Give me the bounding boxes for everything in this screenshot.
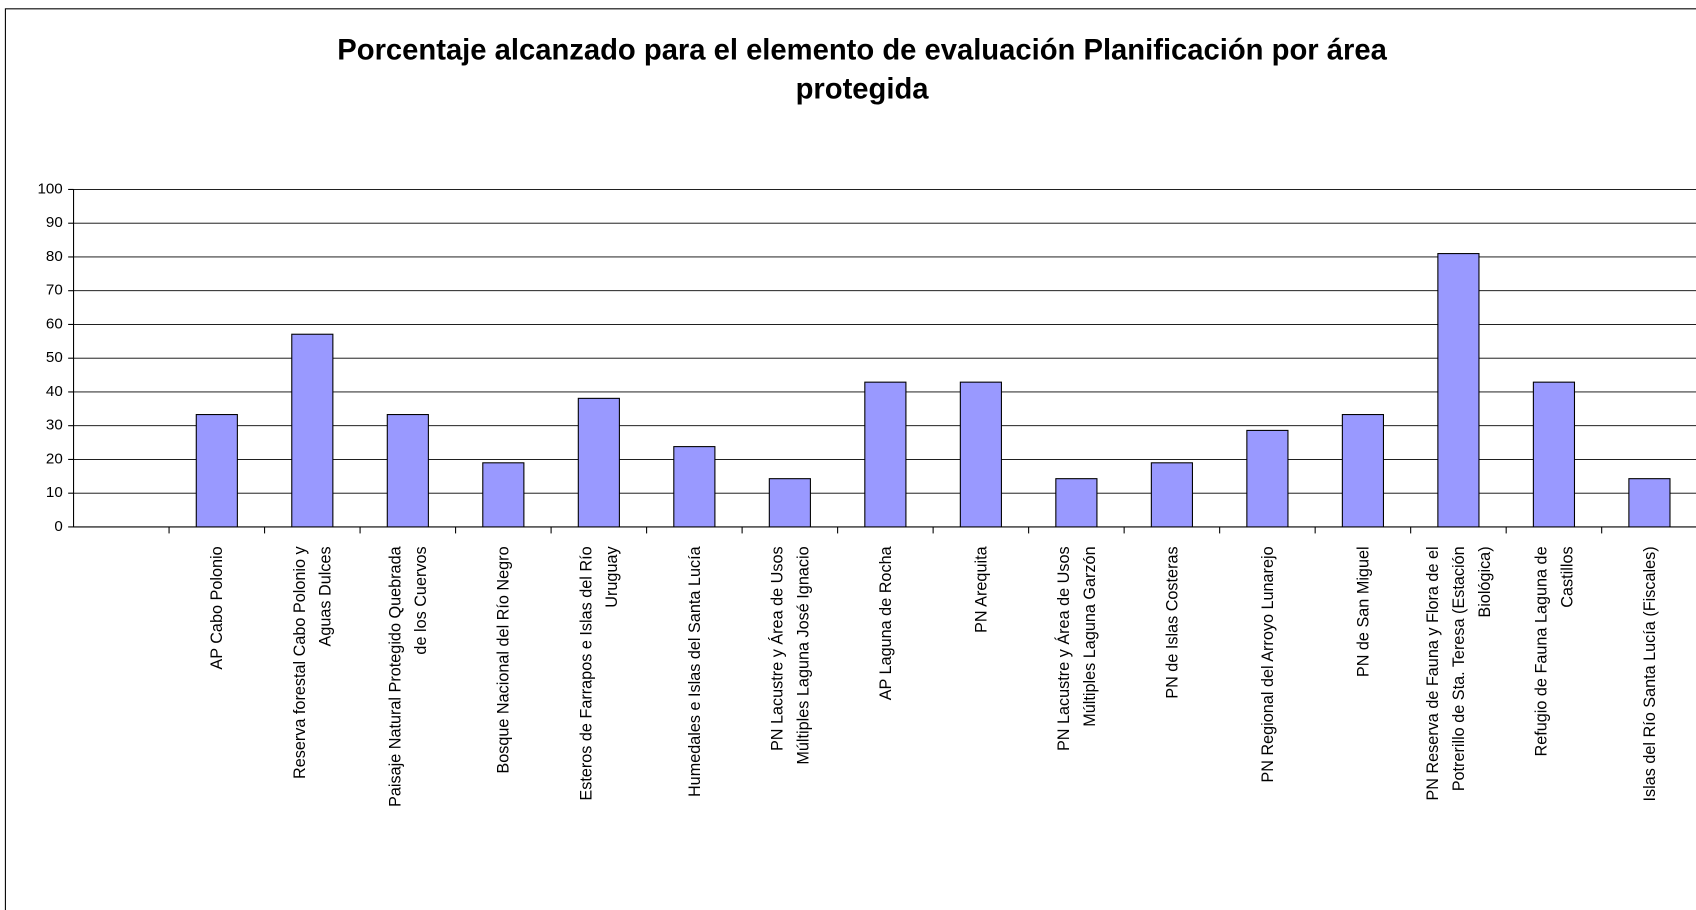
x-tick-label: PN de San Miguel xyxy=(1354,546,1372,677)
x-tick-label: PN Lacustre y Área de Usos Múltiples Lagu… xyxy=(767,546,812,764)
chart-frame xyxy=(4,8,1696,910)
x-tick-label: Humedales e Islas del Santa Lucía xyxy=(686,545,704,797)
chart-title: Porcentaje alcanzado para el elemento de… xyxy=(337,35,1387,106)
bar xyxy=(673,446,716,528)
bar xyxy=(195,414,238,528)
x-tick-label: AP Laguna de Rocha xyxy=(877,545,895,700)
bar xyxy=(291,333,334,528)
y-tick-label: 60 xyxy=(46,315,63,332)
bar xyxy=(1341,414,1385,528)
bar xyxy=(864,381,907,528)
x-tick-label: Bosque Nacional del Río Negro xyxy=(495,546,513,773)
x-tick-label: AP Cabo Polonio xyxy=(208,546,226,669)
y-tick-label: 80 xyxy=(46,248,63,265)
y-tick-label: 70 xyxy=(46,282,63,299)
bar xyxy=(1437,253,1480,528)
x-tick-label: Reserva forestal Cabo Polonio y Aguas Dul… xyxy=(291,546,335,779)
x-tick-label: PN Lacustre y Área de Usos Múltiples Lagu… xyxy=(1054,546,1099,751)
bar xyxy=(1532,381,1576,528)
x-tick-label: PN Regional del Arroyo Lunarejo xyxy=(1259,546,1277,782)
y-tick-label: 30 xyxy=(46,417,63,434)
y-tick-label: 100 xyxy=(37,180,62,197)
y-tick-label: 40 xyxy=(46,383,63,400)
bar xyxy=(959,381,1002,528)
bar xyxy=(577,397,620,528)
bar xyxy=(768,478,811,528)
bar xyxy=(482,462,525,528)
bar xyxy=(386,414,429,528)
y-tick-label: 20 xyxy=(46,450,63,467)
x-tick-label: Esteros de Farrapos e Islas del Río Urugu… xyxy=(577,546,621,801)
x-tick-label: PN Arequita xyxy=(972,545,990,633)
bar xyxy=(1055,478,1098,528)
bar xyxy=(1150,462,1193,528)
bar xyxy=(1246,429,1289,528)
x-tick-label: PN de Islas Costeras xyxy=(1163,546,1181,698)
y-tick-label: 50 xyxy=(46,349,63,366)
x-tick-label: Refugio de Fauna Laguna de Castillos xyxy=(1532,546,1576,756)
y-tick-label: 10 xyxy=(46,484,63,501)
x-tick-label: PN Reserva de Fauna y Flora de el Potreri… xyxy=(1424,546,1494,800)
x-tick-label: Paisaje Natural Protegido Quebrada de los… xyxy=(386,545,430,807)
x-tick-label: Islas del Río Santa Lucía (Fiscales) xyxy=(1641,546,1659,801)
bar xyxy=(1628,478,1671,528)
y-tick-label: 90 xyxy=(46,214,63,231)
y-tick-label: 0 xyxy=(54,518,62,535)
